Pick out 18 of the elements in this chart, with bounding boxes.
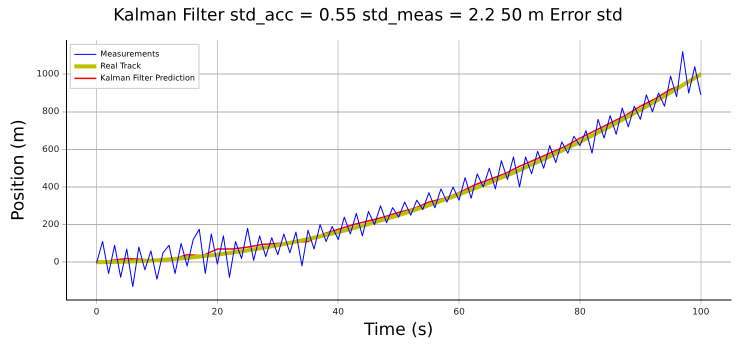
y-tick-label: 400 (42, 182, 60, 192)
legend-label: Measurements (100, 49, 160, 58)
x-tick-label: 40 (332, 308, 344, 318)
x-tick-label: 20 (212, 308, 224, 318)
y-tick-label: 600 (42, 144, 60, 155)
y-tick-label: 800 (42, 107, 60, 118)
x-tick-label: 0 (94, 308, 100, 318)
legend-label: Real Track (100, 61, 142, 70)
x-tick-label: 80 (574, 308, 586, 318)
x-tick-label: 100 (692, 308, 710, 318)
y-tick-label: 1000 (36, 70, 60, 80)
x-tick-label: 60 (453, 308, 466, 318)
legend-label: Kalman Filter Prediction (100, 73, 195, 82)
y-tick-label: 0 (54, 258, 60, 268)
y-axis-title: Position (m) (8, 119, 29, 221)
y-tick-label: 200 (42, 220, 60, 230)
x-axis-title: Time (s) (363, 320, 434, 340)
chart-title: Kalman Filter std_acc = 0.55 std_meas = 2.2 50 m Error std (113, 6, 623, 26)
